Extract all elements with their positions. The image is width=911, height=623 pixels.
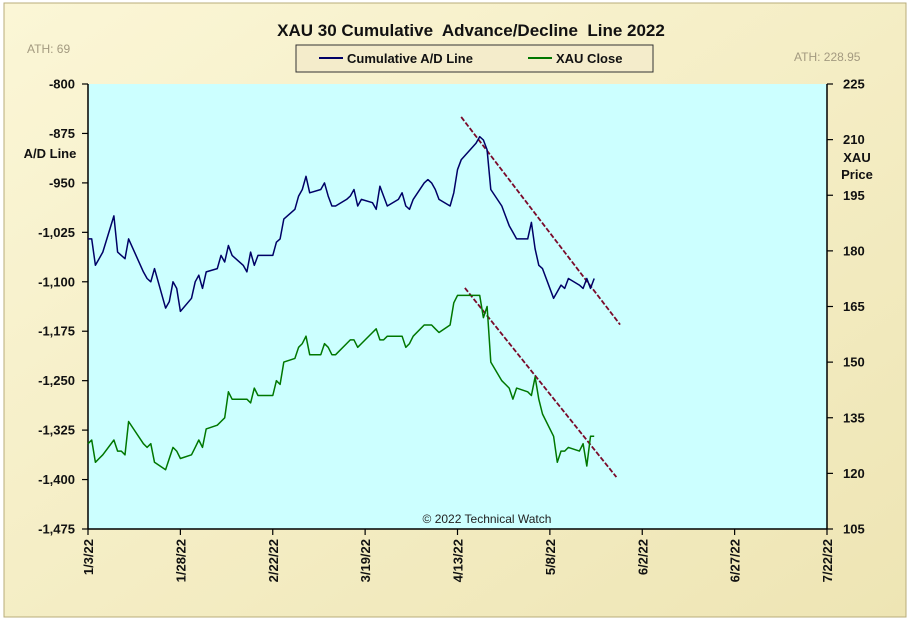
right-tick-label: 210 <box>843 132 865 147</box>
right-tick-label: 195 <box>843 188 865 203</box>
x-tick-label: 6/2/22 <box>635 539 650 575</box>
series-ad-line <box>88 135 595 313</box>
left-tick-label: -1,400 <box>38 472 75 487</box>
right-tick-label: 135 <box>843 410 865 425</box>
right-axis-label-line2: Price <box>841 167 873 182</box>
legend-label-ad: Cumulative A/D Line <box>347 51 473 66</box>
left-axis-ticks: -800 -875 -950 -1,025 -1,100 -1,175 -1,250 -1,3… <box>38 77 88 537</box>
x-tick-label: 7/22/22 <box>820 539 835 582</box>
chart-title: XAU 30 Cumulative Advance/Decline Line 2… <box>277 21 665 40</box>
x-tick-label: 4/13/22 <box>451 539 466 582</box>
left-tick-label: -1,100 <box>38 274 75 289</box>
left-tick-label: -1,325 <box>38 423 75 438</box>
copyright: © 2022 Technical Watch <box>423 512 552 526</box>
ath-right: ATH: 228.95 <box>794 50 861 64</box>
left-axis-label: A/D Line <box>24 146 77 161</box>
right-axis-label-line1: XAU <box>843 150 870 165</box>
x-tick-label: 2/22/22 <box>266 539 281 582</box>
left-tick-label: -1,250 <box>38 373 75 388</box>
x-tick-label: 1/28/22 <box>173 539 188 582</box>
ath-left: ATH: 69 <box>27 42 70 56</box>
left-tick-label: -1,475 <box>38 522 75 537</box>
left-tick-label: -1,025 <box>38 225 75 240</box>
right-tick-label: 180 <box>843 243 865 258</box>
left-tick-label: -1,175 <box>38 324 75 339</box>
left-tick-label: -950 <box>49 175 75 190</box>
right-tick-label: 120 <box>843 466 865 481</box>
left-tick-label: -875 <box>49 126 75 141</box>
legend-label-xau: XAU Close <box>556 51 622 66</box>
legend-box <box>295 44 654 73</box>
left-tick-label: -800 <box>49 77 75 92</box>
plot-area <box>88 84 827 529</box>
legend: Cumulative A/D Line XAU Close <box>295 44 654 73</box>
x-tick-label: 6/27/22 <box>728 539 743 582</box>
right-tick-label: 150 <box>843 355 865 370</box>
x-tick-label: 3/19/22 <box>358 539 373 582</box>
series-xau-close <box>87 294 595 471</box>
right-tick-label: 225 <box>843 77 865 92</box>
right-tick-label: 165 <box>843 299 865 314</box>
series <box>87 135 595 471</box>
trendline-xau <box>464 287 618 478</box>
x-tick-label: 5/8/22 <box>543 539 558 575</box>
x-tick-label: 1/3/22 <box>81 539 96 575</box>
right-axis-ticks: 225 210 195 180 165 150 135 120 105 <box>827 77 865 537</box>
right-tick-label: 105 <box>843 522 865 537</box>
x-axis-ticks: 1/3/22 1/28/22 2/22/22 3/19/22 4/13/22 5/8/22… <box>81 529 835 582</box>
